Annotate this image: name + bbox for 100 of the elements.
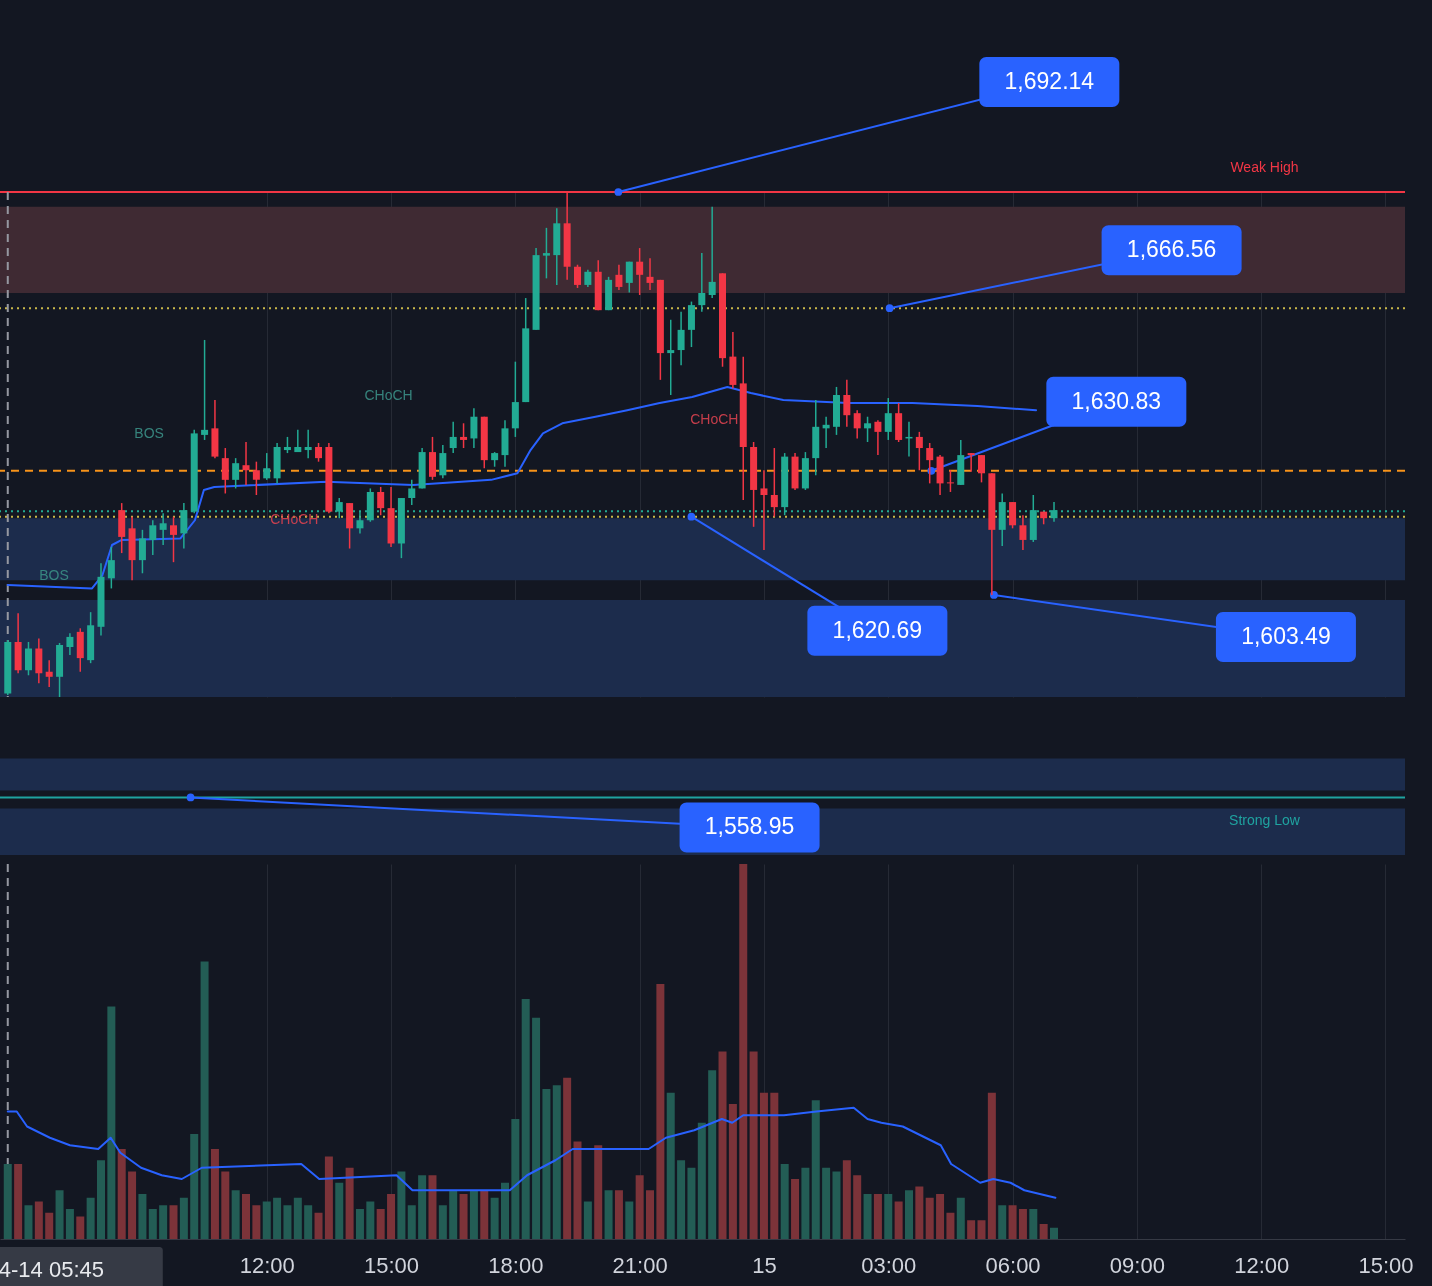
candlestick (542, 227, 550, 280)
bar (55, 1190, 64, 1239)
bar (190, 1134, 199, 1239)
candlestick (304, 429, 312, 459)
bar (967, 1220, 976, 1239)
bar (832, 1171, 841, 1239)
candlestick (915, 431, 923, 472)
bar (521, 999, 530, 1239)
bar (335, 1182, 344, 1239)
x-tick-label: 15:00 (364, 1252, 420, 1278)
bar (936, 1194, 945, 1239)
bar (956, 1197, 965, 1239)
bar (159, 1205, 168, 1239)
bar (283, 1205, 292, 1239)
annotation: 1,603.49 (1241, 622, 1331, 649)
candlestick (449, 421, 457, 454)
bar (1018, 1209, 1027, 1239)
candlestick (978, 454, 985, 484)
bar (293, 1197, 302, 1239)
bar (884, 1194, 893, 1239)
bar (656, 984, 665, 1239)
bar (811, 1100, 820, 1239)
bar (34, 1201, 43, 1239)
annotation: 1,666.56 (1126, 236, 1217, 263)
candlestick (149, 519, 157, 556)
candlestick (843, 379, 851, 428)
bar (770, 1092, 779, 1239)
candlestick (252, 460, 260, 496)
candlestick (377, 486, 385, 516)
candlestick (770, 447, 778, 518)
bar (221, 1171, 230, 1239)
bar (853, 1175, 862, 1239)
annotation: CHoCH (690, 411, 739, 427)
bar (532, 1017, 541, 1239)
bar (635, 1175, 644, 1239)
bar (925, 1197, 934, 1239)
bar (511, 1119, 520, 1239)
candlestick (470, 407, 478, 449)
bar (304, 1205, 313, 1239)
candlestick (864, 415, 872, 443)
candlestick (698, 252, 706, 313)
bar (138, 1194, 147, 1239)
bar (179, 1197, 188, 1239)
bar (894, 1201, 903, 1239)
bar (759, 1092, 768, 1239)
candlestick (24, 641, 32, 677)
bar (86, 1197, 95, 1239)
candlestick (45, 659, 53, 688)
bar (791, 1179, 800, 1239)
bar (604, 1190, 613, 1239)
bar (687, 1167, 696, 1239)
bar (718, 1051, 727, 1239)
candlestick (170, 515, 177, 563)
bar (915, 1186, 924, 1239)
bar (594, 1145, 603, 1239)
bar (469, 1190, 478, 1239)
bar (708, 1070, 717, 1239)
bar (45, 1212, 54, 1239)
bar (1039, 1224, 1048, 1239)
x-tick-label: 15 (752, 1252, 777, 1278)
bar (397, 1171, 406, 1239)
candlestick (1019, 514, 1027, 551)
candlestick (66, 632, 74, 656)
candlestick (874, 419, 882, 456)
ref-line-label: 4-14 05:45 (0, 1257, 104, 1282)
bar (987, 1092, 996, 1239)
annotation: CHoCH (270, 511, 319, 527)
candlestick (615, 263, 623, 291)
bar (273, 1197, 282, 1239)
bar (842, 1160, 851, 1239)
bar (24, 1205, 33, 1239)
bar (801, 1167, 810, 1239)
bar (552, 1085, 561, 1239)
candlestick (853, 409, 861, 440)
bar (117, 1149, 126, 1239)
x-tick-label: 21:00 (612, 1252, 668, 1278)
bar (1008, 1205, 1017, 1239)
bar (252, 1205, 261, 1239)
candlestick (625, 260, 633, 294)
bar (873, 1194, 882, 1239)
bar (863, 1194, 872, 1239)
bar (822, 1167, 831, 1239)
bar (96, 1160, 105, 1239)
bar (231, 1190, 240, 1239)
candlestick (138, 529, 146, 575)
bar (355, 1209, 364, 1239)
bar (563, 1077, 572, 1239)
bar (200, 961, 209, 1239)
bar (904, 1190, 913, 1239)
x-tick-label: 18:00 (488, 1252, 544, 1278)
bar (666, 1092, 675, 1239)
bar (314, 1212, 323, 1239)
bar (366, 1201, 375, 1239)
candlestick (315, 442, 323, 463)
candlestick (263, 452, 271, 481)
candlestick (408, 479, 416, 506)
bar (614, 1190, 623, 1239)
bar (14, 1164, 23, 1239)
candlestick (884, 397, 892, 441)
candlestick (1009, 501, 1017, 530)
